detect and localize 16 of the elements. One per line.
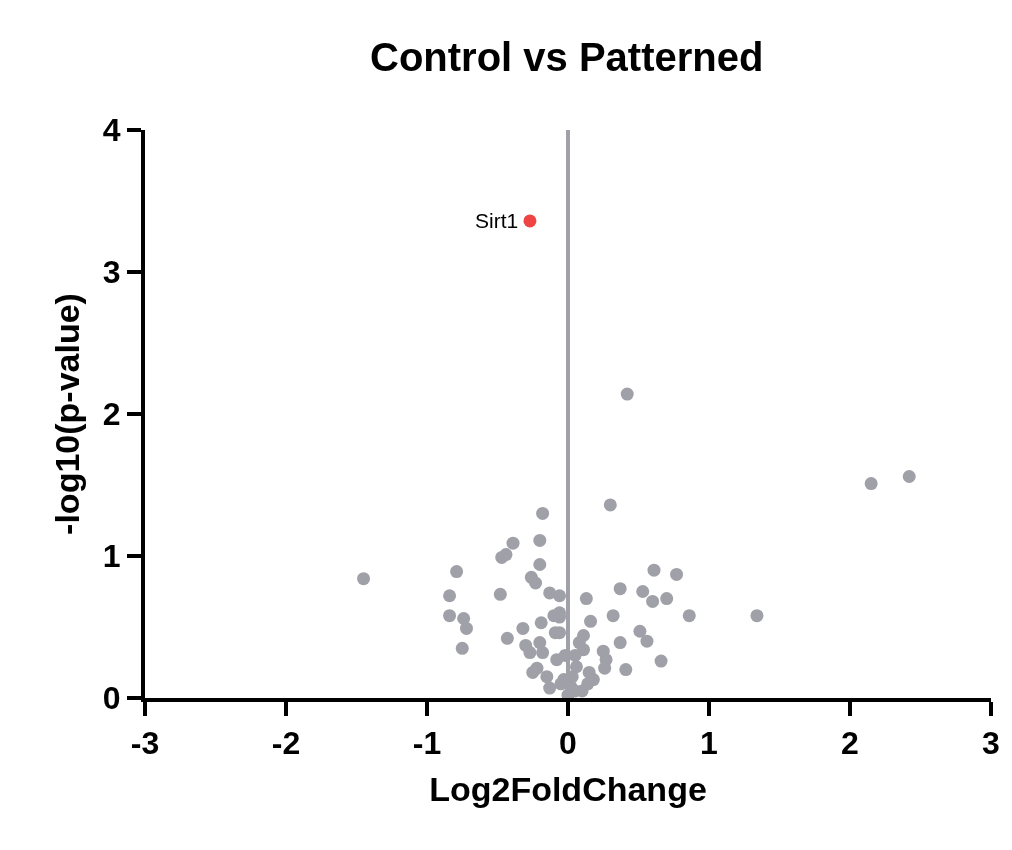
x-tick-label: -2 xyxy=(271,725,301,762)
y-tick-label: 1 xyxy=(102,538,121,575)
y-axis-title: -log10(p-value) xyxy=(47,293,86,535)
x-tick-label: 3 xyxy=(982,725,1000,762)
x-tick-label: -3 xyxy=(130,725,160,762)
x-axis-title: Log2FoldChange xyxy=(429,770,707,809)
x-tick-label: -1 xyxy=(412,725,442,762)
y-tick-label: 2 xyxy=(102,396,121,433)
x-tick-label: 0 xyxy=(559,725,577,762)
y-tick-label: 4 xyxy=(102,112,121,149)
chart-title: Control vs Patterned xyxy=(370,34,764,79)
annotation: Sirt1 xyxy=(475,209,519,232)
x-tick-label: 2 xyxy=(841,725,859,762)
y-tick-label: 0 xyxy=(102,680,121,717)
x-tick-label: 1 xyxy=(700,725,718,762)
y-tick-label: 3 xyxy=(102,254,121,291)
